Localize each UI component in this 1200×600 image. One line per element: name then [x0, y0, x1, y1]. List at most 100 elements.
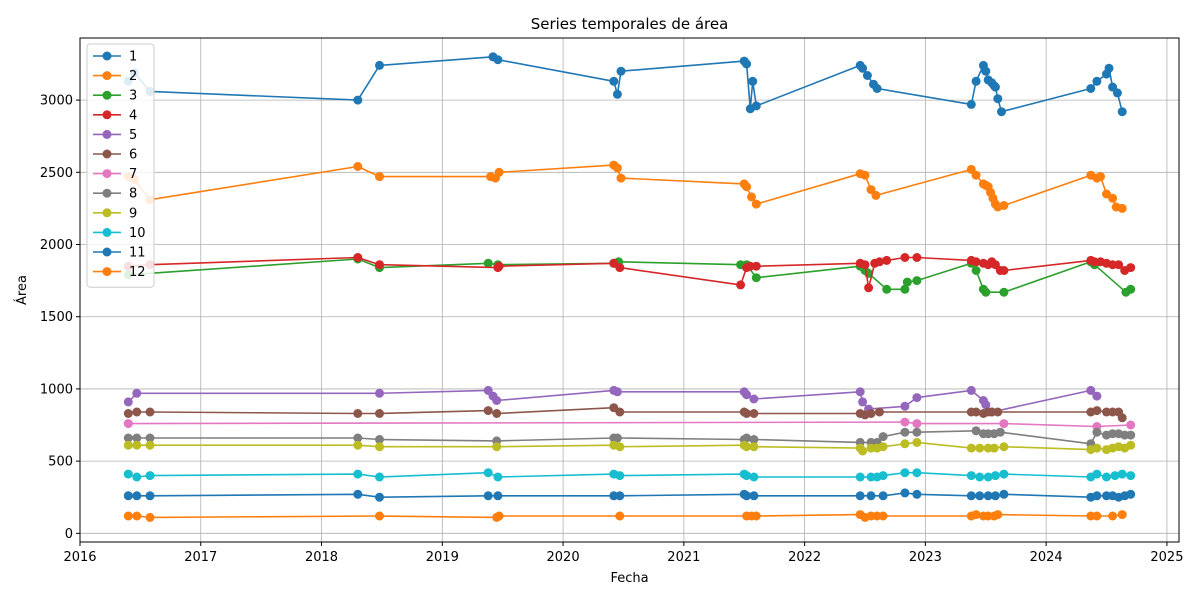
- legend-item: 1: [93, 50, 137, 65]
- series-7: [123, 417, 1136, 431]
- data-point: [872, 84, 882, 93]
- data-point: [742, 409, 752, 418]
- data-point: [971, 407, 981, 417]
- data-point: [748, 76, 758, 86]
- data-point: [353, 95, 363, 105]
- data-point: [1108, 193, 1118, 203]
- data-point: [966, 385, 976, 395]
- data-point: [866, 491, 876, 501]
- data-point: [145, 512, 155, 522]
- data-point: [353, 489, 363, 499]
- data-point: [749, 491, 759, 501]
- legend-label: 11: [129, 246, 146, 261]
- x-tick-label: 2022: [788, 550, 821, 565]
- y-tick-label: 0: [65, 527, 73, 542]
- data-point: [132, 511, 142, 521]
- y-tick-label: 500: [48, 455, 73, 470]
- data-point: [375, 172, 384, 182]
- data-point: [749, 435, 759, 444]
- data-point: [975, 443, 985, 453]
- legend-label: 2: [129, 69, 137, 84]
- x-tick-label: 2019: [426, 550, 459, 565]
- data-point: [993, 407, 1003, 417]
- data-point: [912, 253, 922, 262]
- data-point: [375, 388, 384, 398]
- x-tick-label: 2023: [909, 550, 942, 565]
- data-point: [1092, 491, 1102, 501]
- data-point: [912, 419, 922, 429]
- data-point: [882, 284, 892, 294]
- data-point: [858, 397, 868, 407]
- data-point: [132, 407, 142, 417]
- legend-swatch-marker: [102, 227, 112, 237]
- y-tick-label: 3000: [40, 94, 73, 109]
- legend-item: 4: [93, 108, 137, 123]
- data-point: [999, 201, 1009, 210]
- data-point: [1112, 88, 1122, 98]
- data-point: [878, 442, 888, 452]
- data-point: [1108, 511, 1118, 521]
- legend-swatch-marker: [102, 110, 112, 120]
- data-point: [878, 432, 888, 442]
- data-point: [615, 471, 625, 481]
- data-point: [375, 60, 384, 70]
- data-point: [1092, 511, 1102, 521]
- data-point: [1092, 76, 1102, 86]
- data-point: [749, 409, 759, 418]
- y-tick-label: 1000: [40, 382, 73, 397]
- legend-swatch-marker: [102, 90, 112, 100]
- legend-item: 12: [93, 265, 146, 280]
- data-point: [494, 167, 504, 177]
- legend-item: 2: [93, 69, 137, 84]
- data-point: [751, 273, 761, 283]
- data-point: [989, 443, 999, 453]
- data-point: [1092, 406, 1102, 416]
- data-point: [900, 468, 910, 478]
- data-point: [999, 287, 1009, 297]
- data-point: [871, 190, 881, 200]
- data-point: [900, 439, 910, 449]
- legend-swatch-marker: [102, 71, 112, 81]
- data-point: [971, 76, 981, 86]
- data-point: [375, 472, 384, 482]
- data-point: [145, 491, 155, 501]
- data-point: [493, 491, 503, 501]
- data-point: [1092, 443, 1102, 453]
- data-point: [971, 510, 981, 520]
- data-point: [751, 511, 761, 521]
- data-point: [353, 409, 363, 418]
- data-point: [855, 472, 865, 482]
- data-point: [353, 253, 363, 262]
- data-point: [1117, 469, 1127, 479]
- data-point: [742, 59, 752, 69]
- legend-item: 3: [93, 89, 137, 104]
- data-point: [1126, 489, 1136, 499]
- data-point: [966, 443, 976, 453]
- data-point: [615, 407, 625, 417]
- data-point: [862, 71, 872, 80]
- data-point: [1126, 284, 1136, 294]
- data-point: [983, 472, 993, 482]
- data-point: [123, 409, 133, 418]
- data-point: [912, 427, 922, 437]
- data-point: [966, 491, 976, 501]
- data-point: [1092, 427, 1102, 437]
- data-point: [912, 489, 922, 499]
- data-point: [132, 433, 142, 443]
- data-point: [736, 280, 746, 290]
- data-point: [749, 394, 759, 404]
- data-point: [855, 491, 865, 501]
- data-point: [123, 491, 133, 501]
- data-point: [999, 489, 1009, 499]
- data-point: [1096, 172, 1105, 182]
- data-point: [145, 471, 155, 481]
- data-point: [1114, 260, 1124, 270]
- data-point: [145, 433, 155, 443]
- data-point: [990, 491, 1000, 501]
- legend-label: 8: [129, 187, 137, 202]
- data-point: [123, 419, 133, 429]
- x-tick-label: 2017: [184, 550, 217, 565]
